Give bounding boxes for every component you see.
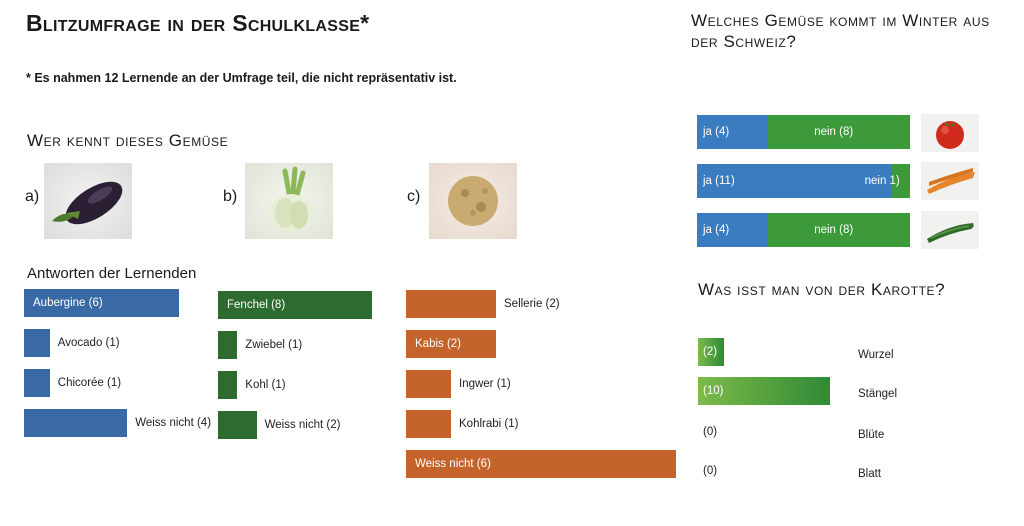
tomato-photo xyxy=(921,114,979,152)
answer-c-bar xyxy=(406,450,676,478)
answer-c-label: Weiss nicht (6) xyxy=(415,458,491,470)
winter-nein-label: nein 1) xyxy=(864,175,900,187)
answer-c-bar xyxy=(406,410,451,438)
winter-bar: ja (4) nein (8) xyxy=(697,115,910,149)
fennel-photo xyxy=(245,163,333,239)
answer-b-label: Weiss nicht (2) xyxy=(264,419,341,431)
carrot-bar xyxy=(698,338,725,366)
answer-b-label: Fenchel (8) xyxy=(227,299,286,311)
tomato-icon xyxy=(936,121,964,149)
carrot-icon xyxy=(927,168,975,194)
carrot-category-label: Stängel xyxy=(858,388,898,400)
answer-c-bar xyxy=(406,370,451,398)
winter-ja-segment xyxy=(697,164,893,198)
winter-ja-label: ja (11) xyxy=(703,175,735,187)
winter-nein-label: nein (8) xyxy=(814,126,854,138)
carrot-category-label: Wurzel xyxy=(858,349,894,361)
answer-b-label: Kohl (1) xyxy=(245,379,286,391)
carrot-value-label: (2) xyxy=(703,346,718,358)
winter-ja-label: ja (4) xyxy=(703,224,730,236)
answer-c-bar xyxy=(406,290,496,318)
answer-a-bar xyxy=(24,409,128,437)
answer-a-bar xyxy=(24,329,50,357)
page-title: Blitzumfrage in der Schulklasse* xyxy=(26,10,370,36)
question-known-heading: Wer kennt dieses Gemüse xyxy=(27,131,229,150)
answer-b-label: Zwiebel (1) xyxy=(245,339,303,351)
option-letter-b: b) xyxy=(223,188,238,205)
answer-a-label: Weiss nicht (4) xyxy=(135,417,212,429)
answer-a-bar xyxy=(24,369,50,397)
answer-c-label: Ingwer (1) xyxy=(459,378,511,390)
carrot-photo xyxy=(921,162,979,200)
cucumber-photo xyxy=(921,211,979,249)
answer-b-bar xyxy=(218,331,238,359)
cucumber-icon xyxy=(927,223,974,243)
answer-b-bar xyxy=(218,371,238,399)
option-letter-a: a) xyxy=(25,188,40,205)
carrot-category-label: Blüte xyxy=(858,429,885,441)
answer-a-label: Avocado (1) xyxy=(57,337,120,349)
carrot-value-label: (0) xyxy=(703,426,718,438)
winter-nein-label: nein (8) xyxy=(814,224,854,236)
winter-nein-segment xyxy=(768,115,910,149)
answer-c-label: Kohlrabi (1) xyxy=(459,418,519,430)
carrot-value-label: (10) xyxy=(703,385,724,397)
winter-ja-segment xyxy=(697,213,768,247)
celeriac-icon xyxy=(448,176,498,226)
carrot-bar xyxy=(698,377,830,405)
option-letter-c: c) xyxy=(407,188,421,205)
celeriac-photo xyxy=(429,163,517,239)
answer-c-label: Sellerie (2) xyxy=(504,298,560,310)
answers-heading: Antworten der Lernenden xyxy=(27,265,197,282)
answer-c-bar xyxy=(406,330,496,358)
winter-nein-segment xyxy=(768,213,910,247)
winter-bar: ja (4) nein (8) xyxy=(697,213,910,247)
footnote: * Es nahmen 12 Lernende an der Umfrage t… xyxy=(26,71,457,85)
winter-bar: ja (11) nein 1) xyxy=(697,164,910,198)
question-winter-heading: Welches Gemüse kommt im Winter aus der S… xyxy=(691,11,990,51)
fennel-icon xyxy=(269,166,313,232)
answer-a-bar xyxy=(24,289,179,317)
winter-ja-segment xyxy=(697,115,768,149)
winter-nein-segment xyxy=(892,164,910,198)
carrot-category-label: Blatt xyxy=(858,468,882,480)
answer-c-label: Kabis (2) xyxy=(415,338,462,350)
winter-ja-label: ja (4) xyxy=(703,126,730,138)
question-carrot-heading: Was isst man von der Karotte? xyxy=(698,280,946,299)
carrot-value-label: (0) xyxy=(703,465,718,477)
eggplant-icon xyxy=(52,181,123,225)
answer-a-label: Aubergine (6) xyxy=(33,297,103,309)
eggplant-photo xyxy=(44,163,132,239)
answer-a-label: Chicorée (1) xyxy=(57,377,122,389)
answer-b-bar xyxy=(218,411,257,439)
answer-b-bar xyxy=(218,291,373,319)
